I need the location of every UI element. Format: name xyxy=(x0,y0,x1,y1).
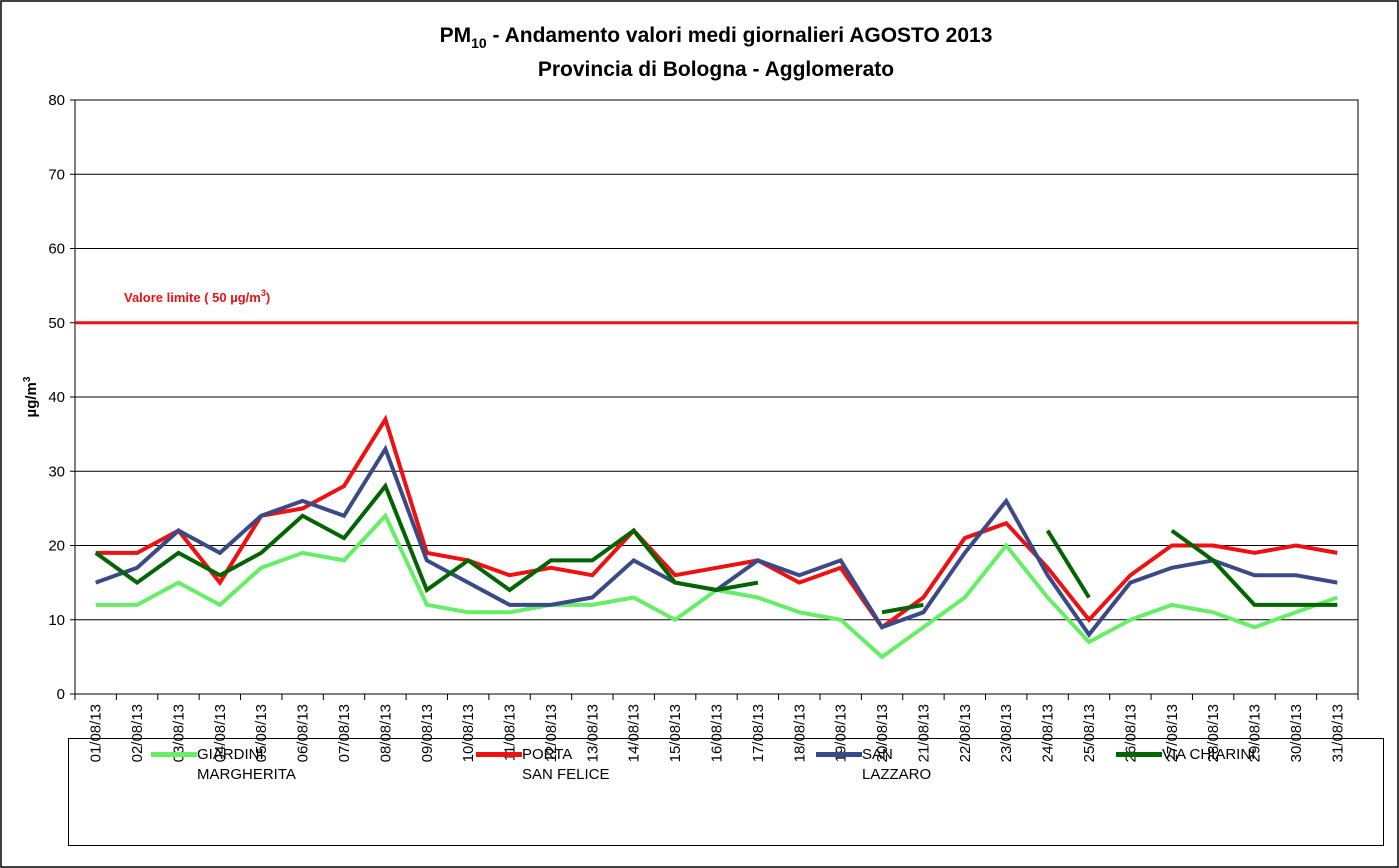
legend-item: GIARDINI MARGHERITA xyxy=(151,745,296,785)
y-tick-label: 30 xyxy=(48,463,65,480)
title-base: PM xyxy=(440,24,472,47)
x-tick-label: 19/08/13 xyxy=(833,704,850,762)
x-tick-label: 24/08/13 xyxy=(1040,704,1057,762)
x-tick-label: 25/08/13 xyxy=(1081,704,1098,762)
x-tick-label: 26/08/13 xyxy=(1122,704,1139,762)
x-tick-label: 10/08/13 xyxy=(460,704,477,762)
x-tick-label: 27/08/13 xyxy=(1164,704,1181,762)
x-tick-label: 03/08/13 xyxy=(170,704,187,762)
legend: GIARDINI MARGHERITA PORTA SAN FELICE SAN L… xyxy=(68,738,1384,846)
x-tick-label: 06/08/13 xyxy=(295,704,312,762)
legend-swatch xyxy=(476,752,522,757)
limit-label: Valore limite ( 50 µg/m3) xyxy=(124,288,270,305)
limit-label-sup: 3 xyxy=(261,288,266,298)
x-tick-label: 07/08/13 xyxy=(336,704,353,762)
y-axis-label: µg/m3 xyxy=(22,376,40,417)
series-line xyxy=(94,482,1338,615)
legend-swatch xyxy=(1116,752,1162,757)
x-tick-label: 16/08/13 xyxy=(709,704,726,762)
y-tick-label: 70 xyxy=(48,166,65,183)
ylabel-sup: 3 xyxy=(22,376,33,382)
x-tick-label: 08/08/13 xyxy=(377,704,394,762)
x-tick-label: 05/08/13 xyxy=(253,704,270,762)
legend-item: VIA CHIARINI xyxy=(1116,745,1255,765)
x-tick-label: 29/08/13 xyxy=(1247,704,1264,762)
chart-title: PM10 - Andamento valori medi giornalieri… xyxy=(440,24,993,51)
x-tick-label: 15/08/13 xyxy=(667,704,684,762)
x-tick-label: 20/08/13 xyxy=(874,704,891,762)
legend-swatch xyxy=(151,752,197,757)
x-tick-label: 18/08/13 xyxy=(791,704,808,762)
y-tick-label: 40 xyxy=(48,389,65,406)
x-tick-label: 12/08/13 xyxy=(543,704,560,762)
limit-label-text: Valore limite ( 50 µg/m xyxy=(124,290,261,305)
legend-label: PORTA SAN FELICE xyxy=(522,746,610,783)
x-tick-label: 11/08/13 xyxy=(502,704,519,761)
ylabel-base: µg/m xyxy=(23,382,40,417)
legend-item: PORTA SAN FELICE xyxy=(476,745,610,785)
y-tick-label: 80 xyxy=(48,92,65,109)
legend-label: VIA CHIARINI xyxy=(1162,746,1256,763)
x-tick-label: 04/08/13 xyxy=(212,704,229,762)
y-tick-label: 20 xyxy=(48,538,65,555)
x-tick-label: 09/08/13 xyxy=(419,704,436,762)
y-tick-label: 50 xyxy=(48,315,65,332)
x-tick-label: 28/08/13 xyxy=(1205,704,1222,762)
x-tick-label: 14/08/13 xyxy=(626,704,643,762)
x-tick-label: 31/08/13 xyxy=(1329,704,1346,762)
legend-label: GIARDINI MARGHERITA xyxy=(197,746,296,783)
legend-item: SAN LAZZARO xyxy=(816,745,931,785)
legend-label: SAN LAZZARO xyxy=(862,746,932,783)
x-tick-label: 23/08/13 xyxy=(998,704,1015,762)
y-tick-label: 0 xyxy=(57,686,65,703)
legend-swatch xyxy=(816,752,862,757)
plot-area xyxy=(74,99,1359,695)
chart-subtitle: Provincia di Bologna - Agglomerato xyxy=(538,58,894,81)
x-tick-label: 17/08/13 xyxy=(750,704,767,762)
x-tick-label: 21/08/13 xyxy=(915,704,932,762)
y-tick-label: 60 xyxy=(48,241,65,258)
title-sub: 10 xyxy=(471,35,487,51)
x-tick-label: 30/08/13 xyxy=(1288,704,1305,762)
series-line xyxy=(95,414,1338,631)
title-rest: - Andamento valori medi giornalieri AGOS… xyxy=(487,24,993,47)
y-tick-label: 10 xyxy=(48,612,65,629)
limit-label-end: ) xyxy=(266,290,270,305)
x-tick-label: 13/08/13 xyxy=(584,704,601,762)
x-tick-label: 01/08/13 xyxy=(88,704,105,762)
x-tick-label: 22/08/13 xyxy=(957,704,974,762)
x-tick-label: 02/08/13 xyxy=(129,704,146,762)
